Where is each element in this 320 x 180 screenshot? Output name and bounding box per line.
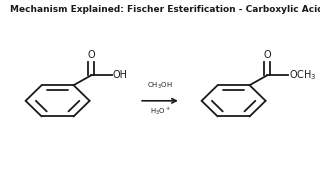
Text: H$_3$O$^+$: H$_3$O$^+$ bbox=[149, 105, 171, 117]
Text: O: O bbox=[263, 50, 271, 60]
Text: Mechanism Explained: Fischer Esterification - Carboxylic Acid to Ester: Mechanism Explained: Fischer Esterificat… bbox=[10, 5, 320, 14]
Text: O: O bbox=[87, 50, 95, 60]
Text: OCH$_3$: OCH$_3$ bbox=[289, 68, 316, 82]
Text: CH$_3$OH: CH$_3$OH bbox=[147, 81, 173, 91]
Text: OH: OH bbox=[113, 70, 128, 80]
